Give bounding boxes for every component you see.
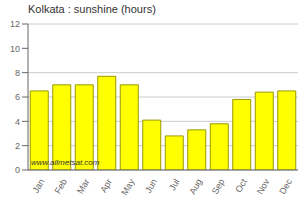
html-text:Kolkata : sunshine (hours): Kolkata : sunshine (hours): [28, 3, 156, 15]
svg-text:Oct: Oct: [233, 177, 249, 195]
svg-text:Sep: Sep: [210, 177, 227, 196]
svg-text:Nov: Nov: [255, 177, 272, 196]
svg-text:8: 8: [15, 68, 20, 78]
svg-text:Apr: Apr: [98, 177, 114, 194]
svg-text:12: 12: [10, 19, 20, 29]
svg-text:0: 0: [15, 165, 20, 175]
svg-text:6: 6: [15, 92, 20, 102]
svg-text:Feb: Feb: [53, 177, 69, 195]
svg-text:Dec: Dec: [277, 177, 294, 196]
svg-text:Jan: Jan: [31, 177, 47, 195]
svg-text:Jun: Jun: [143, 177, 159, 195]
svg-text:Jul: Jul: [167, 177, 181, 192]
svg-text:Mar: Mar: [75, 177, 91, 195]
svg-text:May: May: [119, 177, 136, 197]
html-text:www.allmetsat.com: www.allmetsat.com: [31, 158, 100, 167]
svg-text:10: 10: [10, 44, 20, 54]
svg-text:4: 4: [15, 117, 20, 127]
svg-text:2: 2: [15, 141, 20, 151]
svg-text:Aug: Aug: [187, 177, 204, 196]
